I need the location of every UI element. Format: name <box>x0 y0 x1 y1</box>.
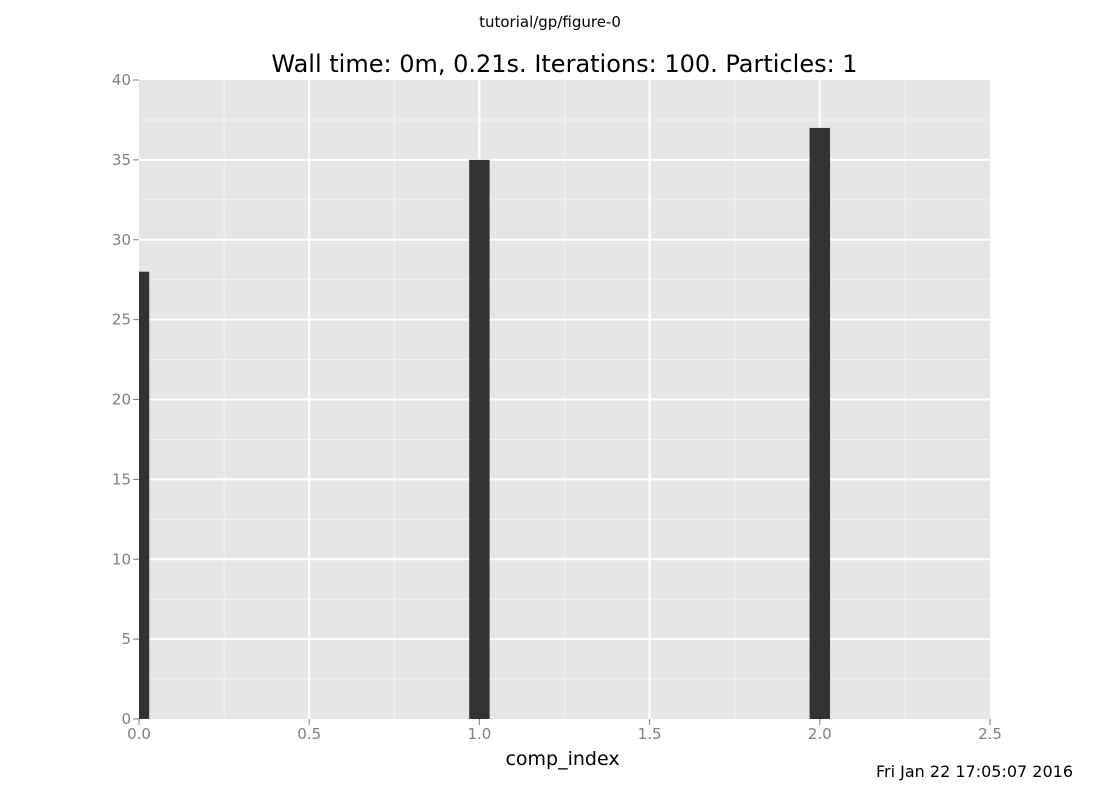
x-tick-label: 2.0 <box>808 725 832 743</box>
x-axis-label: comp_index <box>505 748 619 770</box>
y-tick-label: 20 <box>112 391 131 409</box>
x-tick-label: 1.5 <box>638 725 662 743</box>
y-tick-label: 35 <box>112 151 131 169</box>
x-tick-label: 2.5 <box>978 725 1002 743</box>
bars <box>139 127 831 720</box>
timestamp: Fri Jan 22 17:05:07 2016 <box>875 762 1073 781</box>
y-tick-label: 5 <box>121 630 131 648</box>
bar-1 <box>469 159 490 719</box>
y-tick-label: 10 <box>112 550 131 568</box>
chart-title: Wall time: 0m, 0.21s. Iterations: 100. P… <box>271 50 858 78</box>
y-tick-label: 40 <box>112 71 131 89</box>
bar-0 <box>139 271 150 719</box>
y-tick-label: 25 <box>112 311 131 329</box>
x-axis: 0.0 0.5 1.0 1.5 2.0 2.5 <box>127 719 1002 743</box>
bar-2 <box>809 127 831 720</box>
y-tick-label: 0 <box>121 710 131 728</box>
y-axis: 0 5 10 15 20 25 30 35 40 <box>112 71 139 728</box>
figure-title: tutorial/gp/figure-0 <box>479 13 621 31</box>
x-tick-label: 0.5 <box>297 725 321 743</box>
x-tick-label: 1.0 <box>467 725 491 743</box>
y-tick-label: 30 <box>112 231 131 249</box>
y-tick-label: 15 <box>112 470 131 488</box>
x-tick-label: 0.0 <box>127 725 151 743</box>
